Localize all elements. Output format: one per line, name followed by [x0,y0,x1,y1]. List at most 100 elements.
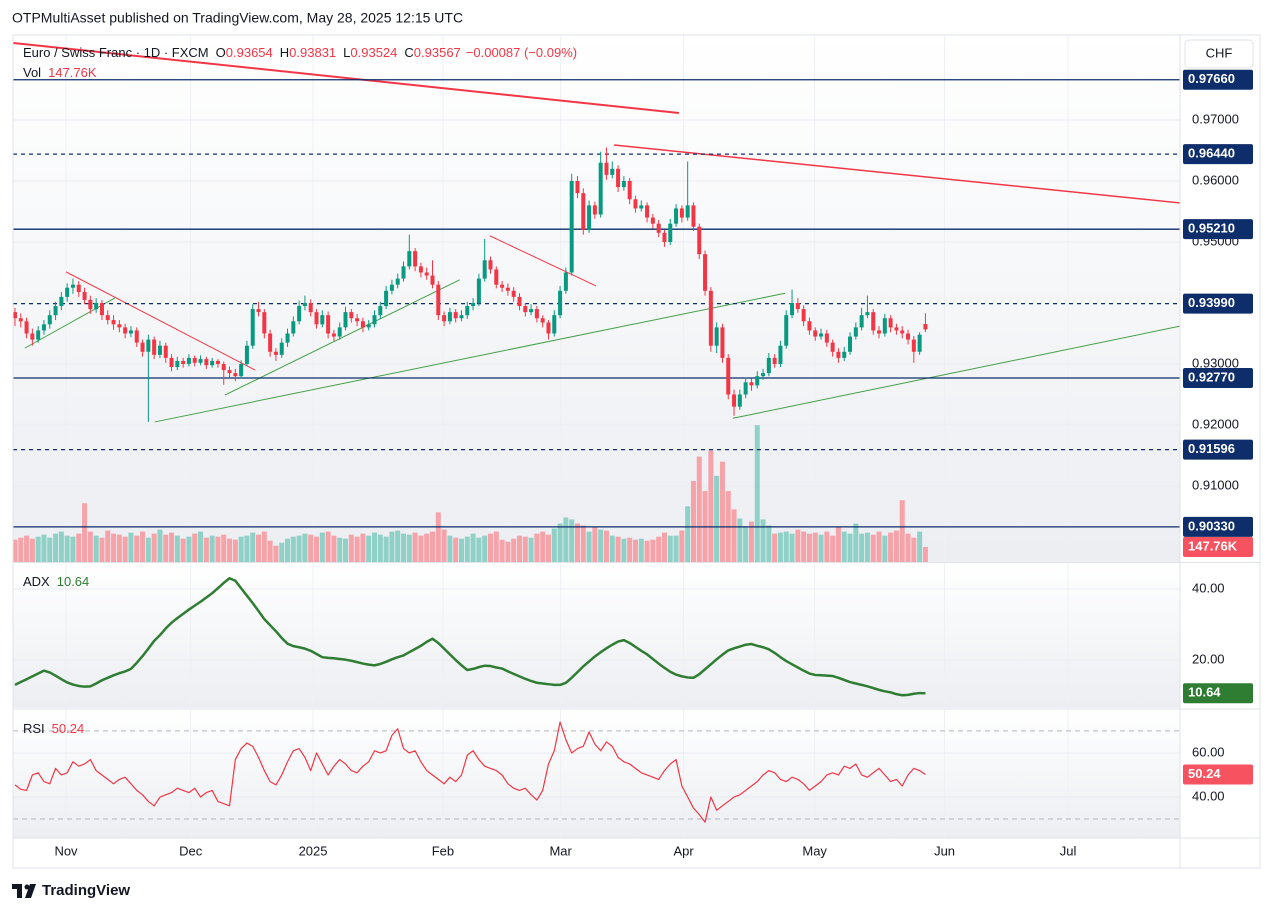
volume-bar [29,538,35,562]
volume-bar [818,534,824,562]
volume-bar [806,533,812,562]
candle-body [53,306,58,316]
volume-bar [841,531,847,562]
candle-body [239,363,244,377]
candle-body [413,251,418,267]
volume-bar [203,537,209,562]
volume-bar [574,523,580,562]
candle-body [807,321,812,331]
candle-body [540,318,545,323]
candle-body [900,330,905,334]
volume-bar [534,533,540,562]
candle-body [674,208,679,224]
level-label: 0.91596 [1188,441,1235,456]
candle-body [360,321,365,328]
y-tick-label: 20.00 [1192,651,1225,666]
volume-bar [331,535,337,562]
candle-body [697,226,702,255]
level-label-bg [1183,219,1253,240]
volume-bar [563,517,569,562]
legend-change: −0.00087 (−0.09%) [466,45,577,60]
candle-body [128,330,133,334]
candle-body [656,223,661,233]
axis-layer: 0.970000.960000.950000.930000.920000.910… [1192,111,1239,803]
y-tick-label: 0.93000 [1192,355,1239,370]
volume-bar [719,461,725,562]
volume-bar [609,535,615,562]
candle-body [349,312,354,319]
legend-name: Vol [23,65,41,80]
volume-bar [441,529,447,562]
candle-body [430,275,435,285]
candle-body [546,322,551,334]
candle-body [877,330,882,334]
currency-box[interactable] [1184,39,1254,69]
volume-bar [412,532,418,562]
candle-body [395,278,400,285]
indicator-last-label-bg [1183,683,1253,704]
candle-body [59,296,64,307]
candle-body [865,312,870,316]
volume-bar [360,533,366,562]
volume-bar [87,531,93,562]
volume-bar [64,535,70,562]
volume-bar [314,536,320,562]
candle-body [273,351,278,355]
candle-body [650,217,655,224]
volume-bar [743,526,749,562]
volume-bar [319,532,325,562]
volume-bar [545,534,551,562]
indicator-last-label: 50.24 [1188,766,1221,781]
frame [12,34,1261,869]
candle-body [801,309,806,322]
volume-bar [754,425,760,562]
candle-body [30,333,35,340]
volume-bar [748,521,754,562]
candle-body [824,333,829,343]
legend-name: RSI [23,721,45,736]
volume-bar [256,534,262,562]
footer-brand: TradingView [42,882,130,899]
legend-value: 0.93567 [414,45,461,60]
volume-bar [145,537,151,562]
candle-body [534,309,539,319]
candle-body [859,315,864,328]
trend-line [732,325,1181,419]
candle-body [291,321,296,334]
candle-body [511,290,516,297]
candle-body [639,205,644,209]
level-label: 0.93990 [1188,295,1235,310]
trend-line [24,297,115,349]
candle-body [552,315,557,334]
volume-bar [899,500,905,562]
candle-body [453,312,458,319]
volume-bar [244,535,250,562]
volume-bar [53,533,59,562]
volume-bar [377,534,383,562]
y-tick-label: 0.91000 [1192,477,1239,492]
candle-body [645,205,650,218]
volume-bar [435,512,441,562]
y-tick-label: 0.92000 [1192,416,1239,431]
candle-body [691,205,696,227]
candle-body [355,318,360,322]
candle-body [848,336,853,352]
volume-bar [592,527,598,562]
candle-body [204,359,209,366]
volume-bar [76,533,82,562]
volume-bar [714,475,720,562]
trend-line [489,235,597,287]
volume-bar [18,537,24,562]
volume-bar [238,536,244,562]
volume-bar [476,537,482,562]
candle-body [598,162,603,215]
volume-bar [209,535,215,562]
candle-body [24,321,29,334]
candle-body [157,345,162,355]
volume-bar [870,534,876,562]
candle-body [766,357,771,374]
volume-bar [267,540,273,562]
volume-bar [296,535,302,562]
volume-bar [406,534,412,562]
volume-bar [505,541,511,562]
